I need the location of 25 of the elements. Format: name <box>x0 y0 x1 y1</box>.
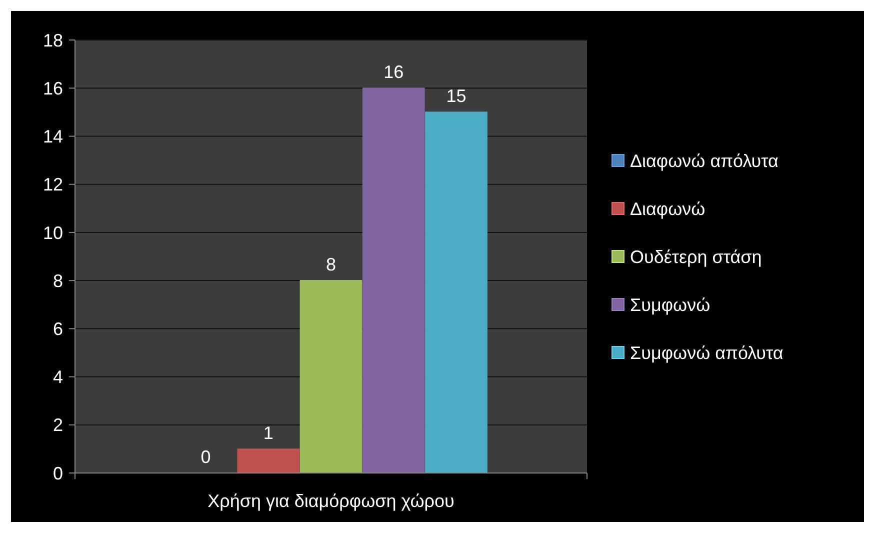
y-tick-label: 16 <box>42 78 63 98</box>
y-tick-label: 6 <box>52 318 63 339</box>
legend-label: Διαφωνώ απόλυτα <box>630 150 778 171</box>
data-label: 16 <box>384 62 404 82</box>
legend-label: Ουδέτερη στάση <box>630 246 762 267</box>
bar <box>362 88 425 474</box>
y-tick-label: 12 <box>42 174 63 195</box>
bar <box>425 112 488 474</box>
bar <box>237 448 300 474</box>
data-label: 1 <box>263 422 274 443</box>
y-tick-label: 18 <box>42 30 63 50</box>
y-tick-label: 10 <box>42 222 63 243</box>
y-tick-label: 0 <box>52 463 63 484</box>
bar <box>300 280 362 474</box>
data-label: 15 <box>446 86 466 106</box>
y-tick-label: 8 <box>52 270 63 291</box>
y-tick-label: 4 <box>52 367 63 388</box>
legend-label: Συμφωνώ <box>630 294 710 315</box>
data-label: 8 <box>326 254 336 275</box>
x-tick-label: Χρήση για διαμόρφωση χώρου <box>208 491 454 511</box>
y-tick-label: 2 <box>52 415 63 436</box>
y-tick-label: 14 <box>42 126 63 147</box>
data-label: 0 <box>200 447 211 467</box>
legend-label: Διαφωνώ <box>630 198 706 219</box>
legend-label: Συμφωνώ απόλυτα <box>630 342 784 363</box>
